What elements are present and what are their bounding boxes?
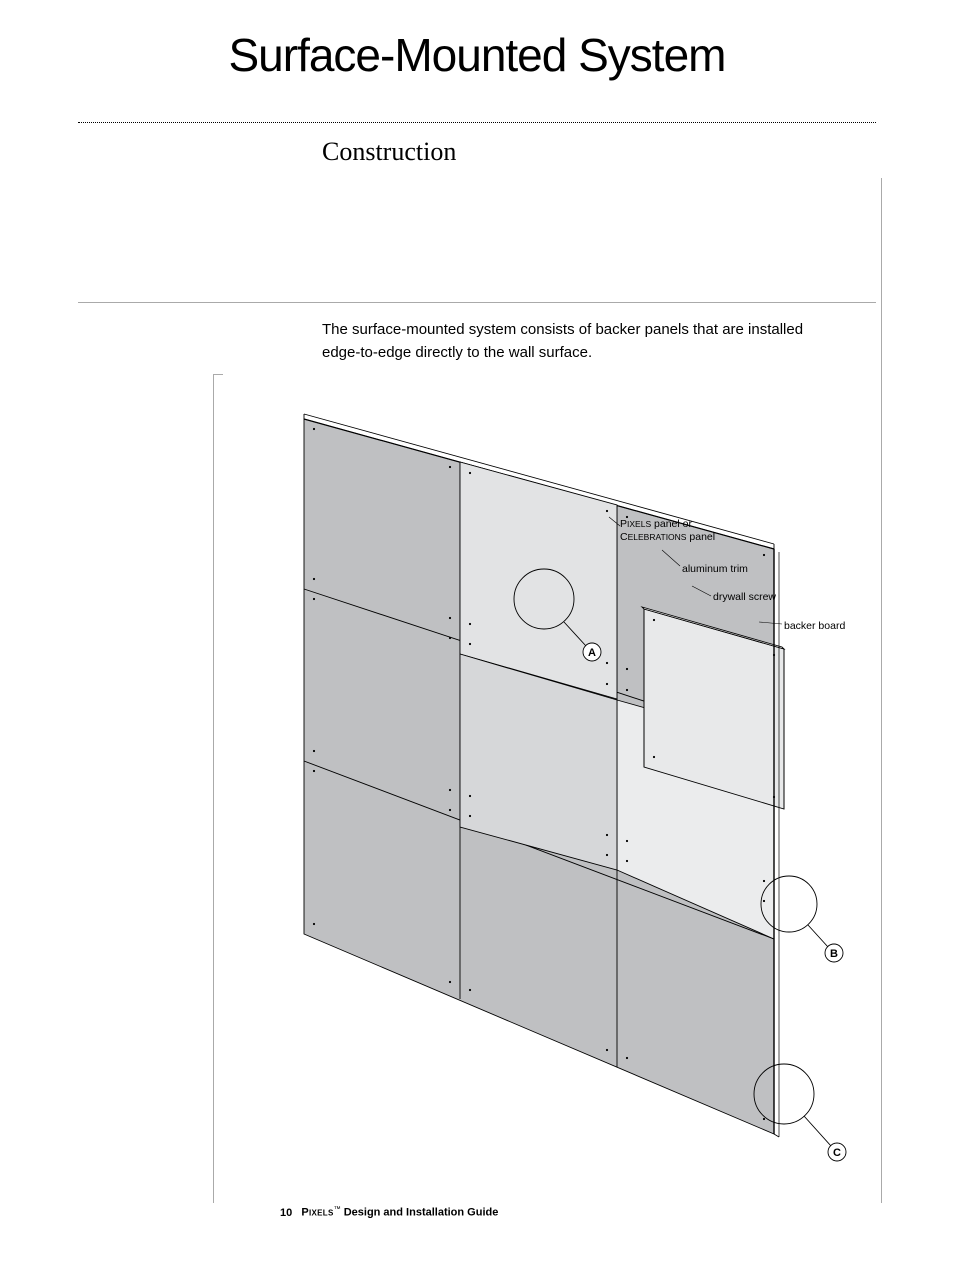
bubble-b-text: B bbox=[830, 948, 838, 960]
callout-screw-label: drywall screw bbox=[713, 591, 776, 604]
intro-paragraph: The surface-mounted system consists of b… bbox=[322, 318, 844, 365]
page-footer: 10 Pixels™ Design and Installation Guide bbox=[280, 1206, 498, 1219]
section-title: Construction bbox=[322, 137, 954, 167]
bubble-a-text: A bbox=[588, 647, 596, 659]
bubble-c-text: C bbox=[833, 1147, 841, 1159]
page-title: Surface-Mounted System bbox=[0, 28, 954, 82]
construction-diagram: A B C bbox=[214, 374, 882, 1194]
footer-tm: ™ bbox=[334, 1206, 341, 1213]
dotted-rule bbox=[78, 122, 876, 123]
callout-panel-label: PIXELS panel or CELEBRATIONS panel bbox=[620, 518, 715, 543]
page-number: 10 bbox=[280, 1207, 292, 1219]
footer-brand: Pixels bbox=[301, 1207, 333, 1219]
thin-rule bbox=[78, 302, 876, 303]
callout-trim-label: aluminum trim bbox=[682, 563, 748, 576]
footer-guide: Design and Installation Guide bbox=[344, 1207, 499, 1219]
callout-backer-label: backer board bbox=[784, 620, 845, 633]
